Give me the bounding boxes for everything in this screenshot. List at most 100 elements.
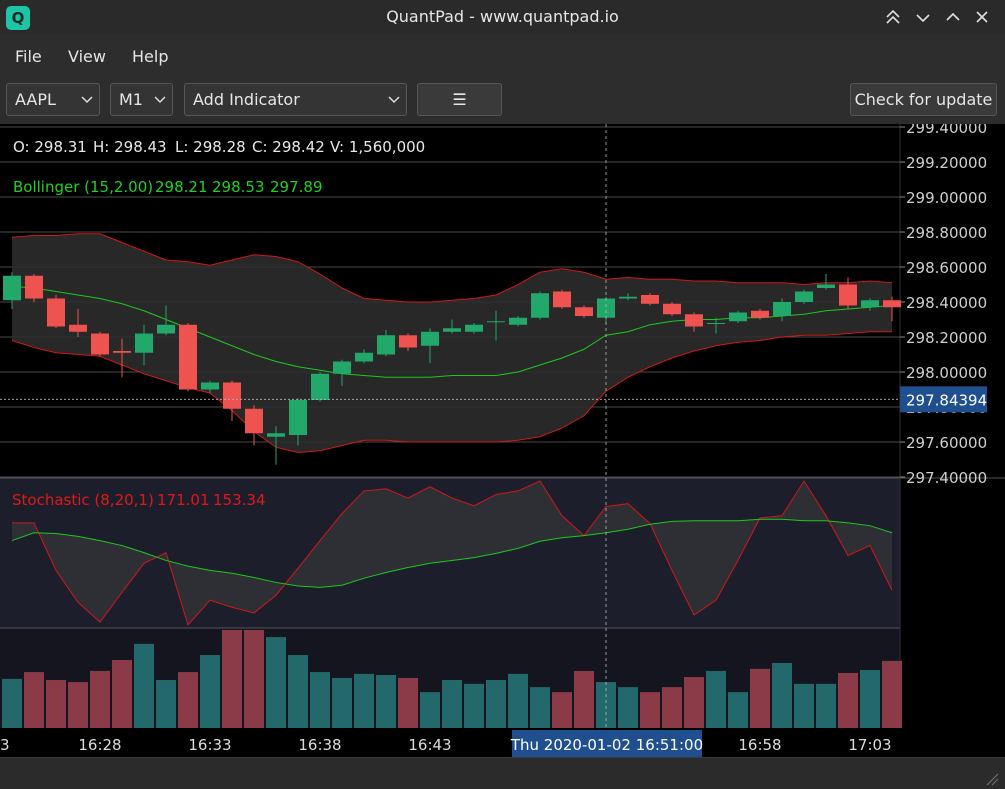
volume-bar	[200, 655, 220, 728]
shade-button[interactable]	[886, 9, 900, 18]
volume-bar	[662, 687, 682, 728]
volume-bar	[728, 692, 748, 728]
volume-bar	[816, 683, 836, 728]
stochastic-readout: 171.01	[157, 491, 210, 509]
candle-body	[619, 296, 637, 299]
x-tick-label: 16:33	[188, 736, 231, 754]
minimize-button[interactable]	[916, 14, 930, 23]
symbol-dropdown[interactable]: AAPL	[6, 83, 100, 116]
volume-bar	[464, 683, 484, 728]
time-axis	[0, 728, 1005, 757]
volume-bar	[2, 678, 22, 728]
timeframe-dropdown[interactable]: M1	[110, 83, 173, 116]
volume-bar	[134, 643, 154, 728]
window-controls	[886, 9, 988, 24]
y-tick-label: 299.40000	[906, 124, 987, 137]
y-tick-label: 297.40000	[906, 469, 987, 487]
candle-body	[399, 335, 417, 348]
volume-bar	[618, 687, 638, 728]
stochastic-readout: 153.34	[213, 491, 266, 509]
volume-bar	[508, 673, 528, 728]
chart: 299.40000 299.20000 299.00000 298.80000 298.…	[0, 124, 1005, 757]
x-tick-label: 16:28	[78, 736, 121, 754]
volume-bar	[90, 670, 110, 728]
close-button[interactable]	[976, 11, 988, 23]
volume-bar	[288, 655, 308, 728]
volume-bar	[420, 692, 440, 728]
candle-body	[751, 310, 769, 318]
time-marker-label: Thu 2020-01-02 16:51:00	[510, 736, 703, 754]
menu-item[interactable]: Help	[132, 47, 169, 66]
bollinger-upper	[11, 233, 893, 303]
volume-axis	[900, 628, 1005, 728]
stochastic-label: Stochastic (8,20,1)	[12, 491, 154, 509]
update-button[interactable]: Check for update	[850, 83, 997, 116]
volume-bar	[442, 680, 462, 728]
candle-body	[91, 333, 109, 355]
volume-bar	[266, 637, 286, 728]
candle-body	[729, 312, 747, 322]
y-tick-label: 299.20000	[906, 154, 987, 172]
candle-body	[861, 300, 879, 308]
candle-body	[795, 291, 813, 302]
ohlc-readout: V: 1,560,000	[330, 138, 425, 156]
candle-body	[443, 328, 461, 332]
candle-body	[179, 324, 197, 390]
volume-bar	[398, 677, 418, 728]
indicator-dropdown[interactable]: Add Indicator	[184, 83, 407, 116]
candle-body	[641, 295, 659, 304]
volume-bar	[332, 677, 352, 728]
y-tick-label: 298.80000	[906, 224, 987, 242]
volume-bar	[46, 680, 66, 728]
window-title: QuantPad - www.quantpad.io	[386, 7, 619, 26]
menu-button[interactable]: ☰	[417, 83, 502, 116]
volume-bar	[68, 682, 88, 728]
stochastic-axis	[900, 478, 1005, 628]
candle-body	[553, 291, 571, 308]
bollinger-readout: 297.89	[270, 178, 323, 196]
x-tick-label: 16:38	[298, 736, 341, 754]
status-bar	[0, 757, 1005, 789]
x-tick-label: 3	[0, 736, 10, 754]
candle-body	[69, 324, 87, 332]
bollinger-readout: 298.21	[155, 178, 208, 196]
app-icon: Q	[6, 6, 30, 30]
candle-body	[883, 300, 901, 308]
bollinger-readout: 298.53	[212, 178, 265, 196]
candle-body	[663, 303, 681, 315]
candle-body	[157, 324, 175, 334]
volume-bar	[310, 672, 330, 728]
volume-bar	[772, 662, 792, 728]
candle-body	[597, 298, 615, 318]
candle-body	[113, 351, 131, 353]
volume-bar	[244, 630, 264, 728]
time-marker-box	[512, 730, 702, 757]
x-tick-label: 16:58	[738, 736, 781, 754]
title-bar: Q QuantPad - www.quantpad.io	[0, 0, 1005, 34]
volume-bar	[882, 660, 902, 728]
candle-body	[509, 317, 527, 325]
volume-bar	[750, 668, 770, 728]
volume-bar	[222, 630, 242, 728]
x-tick-label: 16:43	[408, 736, 451, 754]
candle-body	[223, 382, 241, 409]
candle-body	[531, 293, 549, 318]
volume-bar	[838, 672, 858, 728]
candle-body	[311, 373, 329, 400]
y-tick-label: 299.00000	[906, 189, 987, 207]
volume-bar	[860, 670, 880, 728]
menu-item[interactable]: View	[68, 47, 106, 66]
candle-body	[377, 335, 395, 355]
volume-bar	[156, 680, 176, 728]
volume-bar	[486, 680, 506, 728]
menu-item[interactable]: File	[15, 47, 42, 66]
maximize-button[interactable]	[946, 12, 960, 21]
y-tick-label: 298.40000	[906, 294, 987, 312]
candle-body	[25, 275, 43, 299]
volume-bar	[574, 670, 594, 728]
candle-body	[773, 302, 791, 316]
candle-body	[355, 352, 373, 362]
candle-body	[201, 382, 219, 390]
volume-bar	[640, 692, 660, 728]
